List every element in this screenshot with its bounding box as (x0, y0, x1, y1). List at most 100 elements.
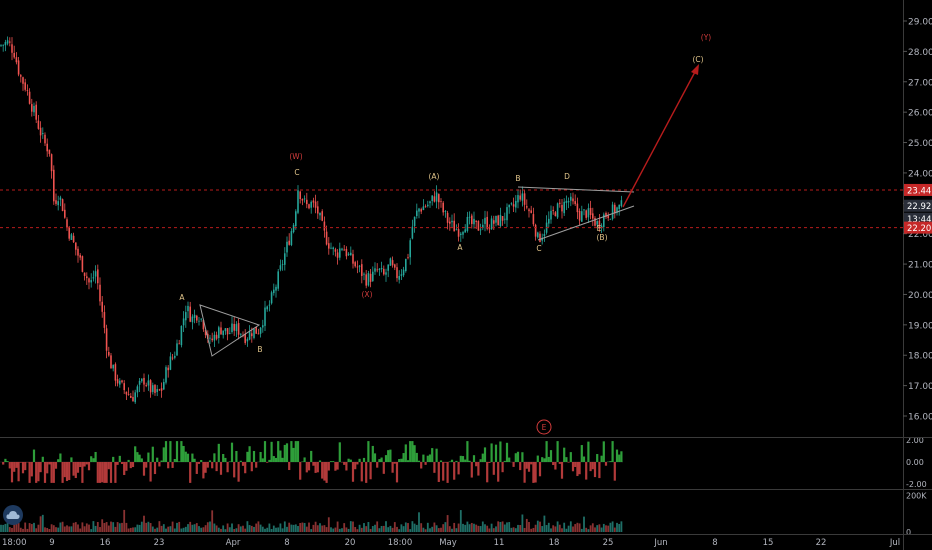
oscillator-bar (457, 462, 460, 475)
time-axis-label: 9 (49, 538, 54, 548)
volume-bar (543, 515, 546, 532)
oscillator-bar (50, 462, 53, 483)
oscillator-bar (13, 462, 16, 472)
candle-body (182, 318, 185, 326)
oscillator-bar (431, 448, 434, 462)
volume-bar (490, 523, 493, 532)
volume-bar (63, 526, 66, 532)
candle-body (312, 200, 315, 203)
oscillator-tick-label: 0.00 (906, 458, 924, 467)
candle-body (372, 271, 374, 281)
volume-bar (261, 526, 264, 532)
oscillator-bar (442, 462, 445, 481)
candle-body (81, 256, 84, 272)
volume-bar (308, 522, 310, 532)
volume-bar (22, 528, 24, 532)
volume-bar (514, 528, 517, 532)
volume-bar (532, 527, 535, 532)
oscillator-bar (609, 461, 612, 462)
candle-body (526, 206, 528, 208)
candle-body (237, 322, 240, 335)
oscillator-bar (543, 458, 546, 462)
candle-body (119, 380, 121, 385)
volume-bar (204, 525, 207, 532)
volume-bar (184, 526, 187, 532)
candle-body (323, 221, 326, 231)
volume-bar (323, 525, 326, 532)
candle-body (380, 267, 383, 270)
oscillator-bar (472, 455, 476, 462)
projection-arrow-head (691, 64, 699, 75)
oscillator-bar (417, 460, 421, 462)
oscillator-bar (455, 460, 458, 462)
volume-bar (506, 522, 508, 532)
candle-body (321, 211, 323, 221)
volume-bar (13, 522, 16, 532)
volume-bar (558, 524, 561, 532)
volume-bar (547, 522, 550, 532)
volume-bar (154, 528, 156, 532)
volume-bar (545, 525, 548, 532)
price-tick-label: 20.00 (908, 291, 932, 301)
volume-bar (347, 528, 350, 532)
wave-label-b: B (515, 174, 520, 183)
oscillator-bar (92, 458, 95, 462)
candle-body (77, 248, 79, 256)
candle-body (358, 265, 361, 267)
oscillator-bar (109, 462, 113, 483)
volume-bar (299, 522, 302, 532)
volume-bar (343, 523, 346, 532)
volume-bar (462, 523, 464, 532)
volume-bar (607, 525, 610, 532)
volume-bar (2, 524, 5, 532)
volume-bar (59, 522, 62, 532)
oscillator-bar (477, 462, 480, 476)
candle-body (86, 276, 88, 279)
oscillator-bar (307, 462, 311, 471)
candle-body (530, 210, 532, 213)
oscillator-bar (107, 462, 110, 470)
oscillator-bar (314, 462, 317, 473)
oscillator-bar (274, 457, 278, 462)
price-tick-label: 25.00 (908, 139, 932, 149)
oscillator-bar (193, 458, 196, 462)
volume-bar (110, 521, 112, 532)
volume-bar (231, 523, 233, 532)
oscillator-bar (98, 462, 102, 483)
oscillator-bar (248, 446, 251, 462)
candle-body (310, 201, 312, 208)
oscillator-bar (580, 445, 583, 462)
oscillator-bar (508, 457, 511, 462)
oscillator-bar (393, 462, 396, 464)
volume-bar (521, 514, 524, 532)
candle-body (429, 201, 431, 204)
oscillator-bar (41, 456, 44, 462)
volume-tick-label: 0 (906, 528, 911, 537)
tradingview-logo[interactable] (3, 505, 23, 525)
volume-bar (259, 524, 262, 532)
oscillator-bar (587, 441, 590, 462)
oscillator-bar (525, 462, 528, 469)
oscillator-bar (470, 462, 473, 478)
volume-bar (382, 525, 385, 532)
oscillator-bar (479, 459, 482, 462)
volume-bar (114, 526, 117, 532)
oscillator-bar (57, 459, 60, 462)
candle-body (286, 241, 288, 253)
candle-body (64, 209, 66, 218)
oscillator-bar (149, 462, 152, 482)
volume-bar (149, 523, 152, 532)
candle-body (585, 210, 587, 218)
oscillator-bar (615, 449, 619, 462)
candle-body (288, 240, 290, 245)
volume-bar (28, 523, 31, 532)
candle-body (281, 264, 284, 265)
candle-body (145, 385, 147, 386)
price-tick-label: 26.00 (908, 109, 932, 119)
volume-bar (316, 525, 319, 532)
oscillator-bar (435, 448, 438, 462)
candle-body (620, 200, 623, 207)
volume-bar (242, 525, 244, 532)
candle-body (572, 198, 574, 202)
